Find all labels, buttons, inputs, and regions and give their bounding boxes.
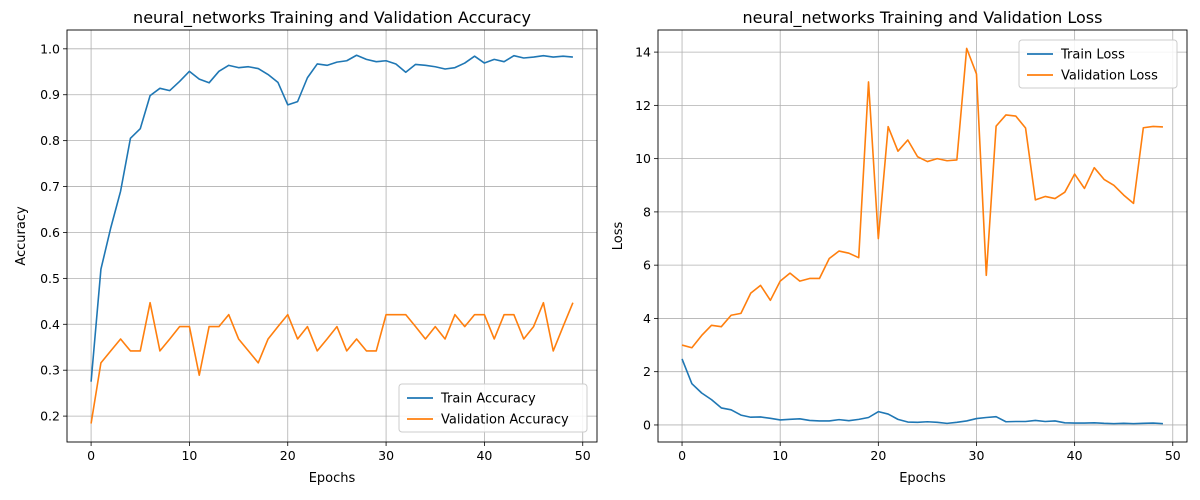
- x-tick-label: 20: [870, 448, 886, 463]
- y-tick-label: 0.8: [40, 133, 60, 148]
- x-tick-label: 30: [969, 448, 985, 463]
- x-tick-label: 40: [476, 448, 492, 463]
- x-axis-label: Epochs: [899, 471, 946, 486]
- x-tick-label: 10: [181, 448, 197, 463]
- legend-label: Validation Accuracy: [441, 413, 569, 428]
- y-tick-label: 0.3: [40, 363, 60, 378]
- x-tick-label: 40: [1067, 448, 1083, 463]
- x-tick-label: 50: [575, 448, 591, 463]
- plot-frame: [66, 29, 598, 443]
- series-line-validation-loss: [681, 47, 1163, 349]
- y-axis-label: Accuracy: [14, 206, 29, 266]
- x-tick-label: 0: [678, 448, 686, 463]
- y-tick-label: 2: [643, 364, 651, 379]
- y-tick-label: 1.0: [40, 41, 60, 56]
- x-tick-label: 30: [378, 448, 394, 463]
- y-tick-label: 0.9: [40, 87, 60, 102]
- x-tick-label: 0: [87, 448, 95, 463]
- y-tick-label: 0.4: [40, 317, 60, 332]
- x-axis-label: Epochs: [309, 471, 356, 486]
- plot-frame: [657, 29, 1188, 443]
- legend: Train Loss Validation Loss: [1018, 39, 1178, 89]
- y-axis-label: Loss: [611, 222, 626, 251]
- y-tick-label: 0.7: [40, 179, 60, 194]
- series-line-train-loss: [681, 358, 1163, 425]
- y-tick-label: 0.5: [40, 271, 60, 286]
- y-tick-label: 0.6: [40, 225, 60, 240]
- x-tick-label: 50: [1165, 448, 1181, 463]
- y-tick-label: 14: [635, 45, 651, 60]
- legend-label: Validation Loss: [1061, 69, 1158, 84]
- series-line-validation-accuracy: [90, 301, 574, 424]
- series-line-train-accuracy: [90, 54, 573, 382]
- grid: [658, 30, 1187, 442]
- legend-label: Train Accuracy: [440, 392, 536, 407]
- x-tick-label: 20: [280, 448, 296, 463]
- legend: Train Accuracy Validation Accuracy: [398, 383, 588, 433]
- legend-box: [398, 383, 588, 433]
- y-tick-label: 4: [643, 311, 651, 326]
- chart-title: neural_networks Training and Validation …: [133, 8, 531, 28]
- y-tick-label: 10: [635, 151, 651, 166]
- y-tick-label: 6: [643, 258, 651, 273]
- y-tick-label: 12: [635, 98, 651, 113]
- grid: [67, 30, 597, 442]
- accuracy-chart: 0 10 20 30 40 50 0.2 0.3 0.4 0.5 0.6 0.7 0.8 0.9 1.0 ne…: [14, 8, 598, 486]
- y-tick-label: 0.2: [40, 409, 60, 424]
- legend-box: [1018, 39, 1178, 89]
- legend-label: Train Loss: [1060, 48, 1125, 63]
- chart-title: neural_networks Training and Validation …: [743, 8, 1103, 28]
- y-tick-label: 8: [643, 204, 651, 219]
- loss-chart: 0 10 20 30 40 50 0 2 4 6 8 10 12 14 neural_networks Tr…: [611, 8, 1188, 486]
- x-tick-label: 10: [772, 448, 788, 463]
- y-tick-label: 0: [643, 417, 651, 432]
